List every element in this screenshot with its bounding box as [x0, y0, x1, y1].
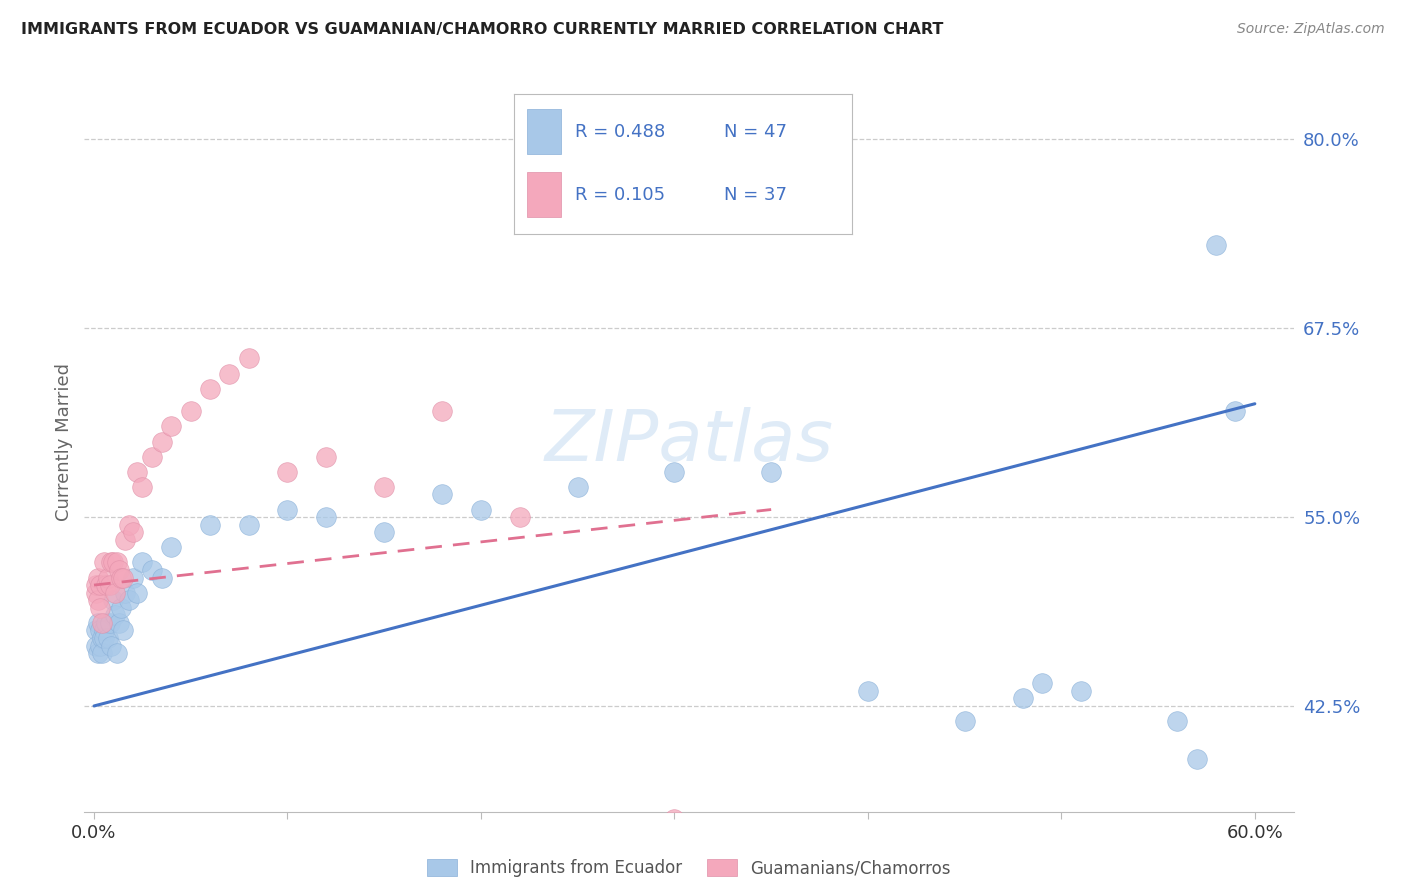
Point: [1166, 714, 1188, 728]
Point: [114, 533, 136, 547]
Point: [373, 525, 395, 540]
Point: [131, 556, 153, 570]
Point: [89, 624, 111, 638]
Point: [1225, 404, 1247, 418]
Point: [110, 600, 132, 615]
Point: [198, 517, 221, 532]
Point: [84, 578, 107, 592]
Point: [90, 631, 112, 645]
Point: [104, 608, 127, 623]
Point: [94, 578, 117, 592]
Point: [97, 631, 120, 645]
Point: [605, 215, 627, 229]
Point: [89, 639, 111, 653]
Point: [198, 382, 221, 396]
Point: [100, 556, 122, 570]
Point: [97, 570, 120, 584]
Y-axis label: Currently Married: Currently Married: [55, 362, 73, 521]
Point: [160, 541, 183, 555]
Point: [94, 615, 117, 630]
Point: [1031, 676, 1053, 690]
Point: [1070, 683, 1092, 698]
Legend: Immigrants from Ecuador, Guamanians/Chamorros: Immigrants from Ecuador, Guamanians/Cham…: [427, 859, 950, 878]
Point: [90, 615, 112, 630]
Point: [141, 563, 163, 577]
Text: ZIPatlas: ZIPatlas: [544, 407, 834, 476]
Point: [276, 502, 298, 516]
Point: [1011, 691, 1033, 706]
Point: [1185, 752, 1208, 766]
Point: [759, 465, 782, 479]
Point: [150, 570, 173, 584]
Point: [105, 556, 128, 570]
Point: [125, 585, 148, 599]
Point: [238, 351, 260, 366]
Point: [89, 600, 111, 615]
Point: [87, 646, 110, 660]
Point: [141, 450, 163, 464]
Point: [87, 615, 110, 630]
Point: [98, 578, 121, 592]
Point: [93, 556, 115, 570]
Point: [90, 646, 112, 660]
Point: [104, 585, 127, 599]
Point: [103, 556, 125, 570]
Point: [93, 624, 115, 638]
Point: [112, 624, 135, 638]
Point: [87, 593, 110, 607]
Point: [150, 434, 173, 449]
Point: [1205, 238, 1227, 252]
Point: [108, 615, 131, 630]
Point: [105, 646, 128, 660]
Text: IMMIGRANTS FROM ECUADOR VS GUAMANIAN/CHAMORRO CURRENTLY MARRIED CORRELATION CHAR: IMMIGRANTS FROM ECUADOR VS GUAMANIAN/CHA…: [21, 22, 943, 37]
Point: [160, 419, 183, 434]
Point: [118, 593, 141, 607]
Point: [664, 812, 686, 826]
Point: [87, 570, 110, 584]
Point: [131, 480, 153, 494]
Point: [110, 570, 132, 584]
Point: [218, 367, 240, 381]
Point: [238, 517, 260, 532]
Point: [315, 510, 337, 524]
Point: [114, 585, 136, 599]
Point: [567, 480, 589, 494]
Point: [509, 510, 531, 524]
Point: [84, 585, 107, 599]
Point: [89, 578, 111, 592]
Text: Source: ZipAtlas.com: Source: ZipAtlas.com: [1237, 22, 1385, 37]
Point: [432, 487, 454, 501]
Point: [84, 639, 107, 653]
Point: [84, 624, 107, 638]
Point: [103, 593, 125, 607]
Point: [121, 525, 143, 540]
Point: [315, 450, 337, 464]
Point: [856, 683, 879, 698]
Point: [432, 404, 454, 418]
Point: [953, 714, 976, 728]
Point: [276, 465, 298, 479]
Point: [100, 639, 122, 653]
Point: [180, 404, 202, 418]
Point: [93, 631, 115, 645]
Point: [121, 570, 143, 584]
Point: [125, 465, 148, 479]
Point: [108, 563, 131, 577]
Point: [112, 570, 135, 584]
Point: [470, 502, 492, 516]
Point: [373, 480, 395, 494]
Point: [664, 465, 686, 479]
Point: [118, 517, 141, 532]
Point: [98, 615, 121, 630]
